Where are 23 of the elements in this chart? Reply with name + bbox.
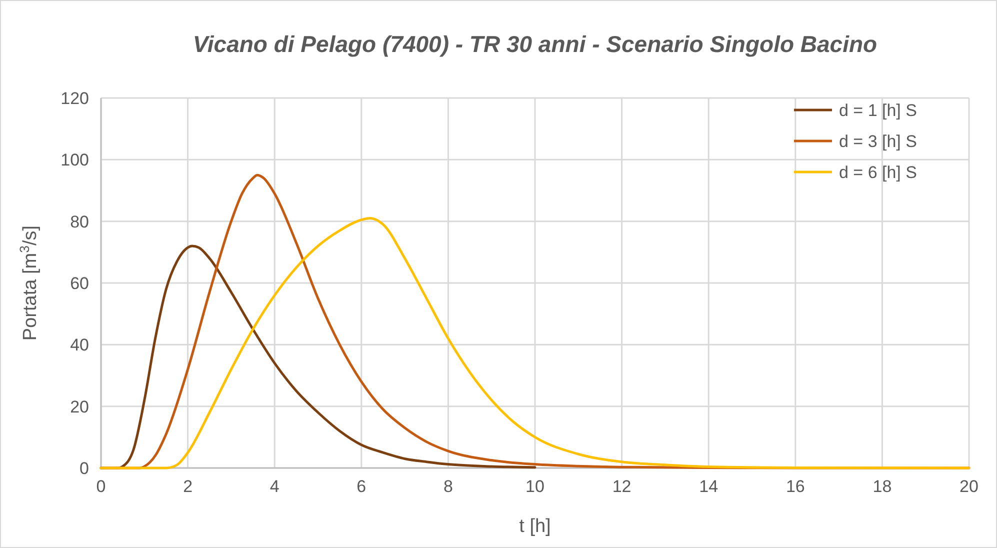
y-tick-label: 0: [80, 459, 89, 478]
x-tick-label: 4: [270, 477, 280, 496]
x-tick-label: 6: [356, 477, 366, 496]
x-axis-title: t [h]: [519, 516, 551, 537]
x-tick-label: 16: [786, 477, 805, 496]
y-tick-label: 60: [70, 274, 89, 293]
x-tick-label: 18: [872, 477, 892, 496]
x-tick-label: 20: [960, 477, 978, 496]
y-tick-label: 80: [70, 212, 89, 232]
x-tick-label: 8: [443, 477, 453, 496]
legend-label: d = 6 [h] S: [839, 163, 917, 182]
legend-label: d = 3 [h] S: [839, 132, 917, 151]
chart-title: Vicano di Pelago (7400) - TR 30 anni - Scenario Singolo Bacino: [192, 31, 878, 57]
y-tick-label: 40: [70, 336, 89, 355]
y-tick-label: 120: [60, 89, 89, 108]
y-tick-label: 20: [70, 397, 89, 416]
x-tick-label: 14: [699, 477, 718, 496]
x-tick-label: 2: [183, 477, 193, 496]
x-tick-label: 0: [96, 477, 106, 496]
x-tick-label: 10: [526, 477, 544, 496]
y-tick-label: 100: [60, 150, 89, 170]
x-tick-label: 12: [612, 477, 632, 496]
legend-label: d = 1 [h] S: [839, 101, 917, 120]
